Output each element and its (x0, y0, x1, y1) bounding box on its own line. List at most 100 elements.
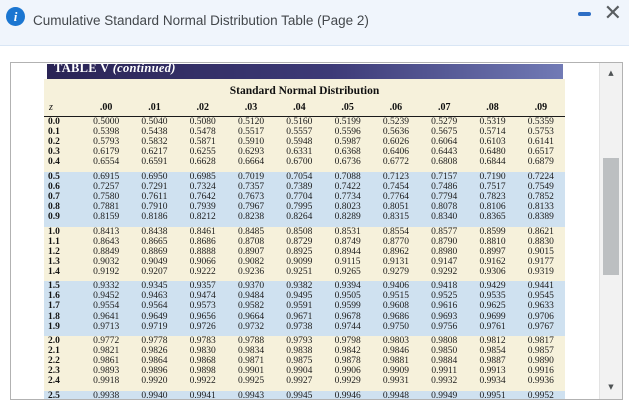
probability-cell: 0.9756 (431, 321, 458, 332)
column-header: .08 (468, 100, 517, 117)
probability-cell: 0.6179 (93, 147, 120, 158)
close-button[interactable]: ✕ (603, 1, 622, 26)
probability-cell: 0.8686 (189, 236, 216, 247)
probability-cell: 0.7642 (189, 191, 216, 202)
probability-cell: 0.5160 (286, 117, 313, 127)
probability-cell: 0.8238 (237, 212, 265, 223)
probability-cell: 0.8925 (286, 246, 313, 257)
table-panel: TABLE V (continued) Standard Normal Dist… (10, 62, 623, 400)
probability-cell: 0.8106 (479, 202, 506, 213)
probability-cell: 0.9808 (431, 336, 458, 347)
probability-cell: 0.6331 (286, 147, 313, 158)
probability-cell: 0.7764 (382, 191, 409, 202)
probability-cell: 0.9846 (382, 346, 409, 357)
probability-cell: 0.9616 (431, 301, 458, 312)
probability-cell: 0.7257 (93, 181, 120, 192)
probability-cell: 0.9015 (527, 246, 554, 257)
probability-cell: 0.6103 (479, 137, 506, 148)
probability-cell: 0.5675 (431, 127, 458, 138)
z-value-cell: 2.4 (48, 376, 60, 387)
probability-cell: 0.6255 (189, 147, 216, 158)
table-area: TABLE V (continued) Standard Normal Dist… (44, 64, 565, 400)
probability-cell: 0.9945 (286, 390, 313, 400)
probability-cell: 0.9913 (479, 366, 506, 377)
probability-cell: 0.9207 (141, 266, 168, 277)
probability-cell: 0.9744 (334, 321, 361, 332)
probability-cell: 0.7881 (93, 202, 120, 213)
probability-cell: 0.9505 (334, 291, 361, 302)
probability-cell: 0.8962 (382, 246, 409, 257)
probability-cell: 0.8554 (382, 226, 409, 237)
table-row: 1.5 0.9332 0.9345 0.9357 0.9370 0.9382 0.9394 0… (44, 281, 565, 292)
probability-cell: 0.9406 (382, 281, 409, 292)
probability-cell: 0.9292 (431, 266, 458, 277)
probability-cell: 0.5832 (141, 137, 168, 148)
probability-cell: 0.9418 (431, 281, 458, 292)
z-value-cell: 1.3 (48, 256, 60, 267)
dialog-titlebar: i Cumulative Standard Normal Distributio… (0, 0, 629, 46)
scrollbar-thumb[interactable] (603, 158, 619, 275)
info-icon: i (6, 7, 25, 26)
table-row: 2.2 0.9861 0.9864 0.9868 0.9871 0.9875 0.9878 0… (44, 356, 565, 366)
probability-cell: 0.6554 (93, 157, 120, 168)
probability-cell: 0.9793 (286, 336, 313, 347)
probability-cell: 0.9564 (141, 301, 168, 312)
probability-cell: 0.9049 (141, 256, 168, 267)
probability-cell: 0.6915 (93, 171, 120, 182)
probability-cell: 0.9115 (334, 256, 361, 267)
probability-cell: 0.9803 (382, 336, 409, 347)
probability-cell: 0.7486 (431, 181, 458, 192)
probability-cell: 0.9750 (382, 321, 409, 332)
probability-cell: 0.9868 (189, 356, 216, 367)
probability-cell: 0.7357 (237, 181, 265, 192)
probability-cell: 0.9948 (382, 390, 409, 400)
column-header: .07 (420, 100, 469, 117)
minimize-button[interactable] (578, 12, 591, 16)
probability-cell: 0.9177 (527, 256, 554, 267)
probability-cell: 0.9951 (479, 390, 506, 400)
probability-cell: 0.9934 (479, 376, 506, 387)
table-row: 2.5 0.9938 0.9940 0.9941 0.9943 0.9945 0.9946 0… (44, 390, 565, 400)
column-header: .05 (323, 100, 372, 117)
scroll-down-icon[interactable]: ▼ (608, 383, 614, 391)
probability-cell: 0.9319 (527, 266, 554, 277)
probability-cell: 0.8729 (286, 236, 313, 247)
column-header: .03 (226, 100, 276, 117)
probability-cell: 0.5793 (93, 137, 120, 148)
probability-cell: 0.5910 (237, 137, 265, 148)
probability-cell: 0.8508 (286, 226, 313, 237)
probability-cell: 0.8365 (479, 212, 506, 223)
probability-cell: 0.7123 (382, 171, 409, 182)
probability-cell: 0.8078 (431, 202, 458, 213)
probability-cell: 0.9192 (93, 266, 120, 277)
probability-cell: 0.9656 (189, 311, 216, 322)
table-row: 0.5 0.6915 0.6950 0.6985 0.7019 0.7054 0.7088 0… (44, 171, 565, 182)
probability-cell: 0.9884 (431, 356, 458, 367)
probability-cell: 0.7019 (237, 171, 265, 182)
z-value-cell: 0.6 (48, 181, 60, 192)
z-value-cell: 1.9 (48, 321, 60, 332)
column-header: .01 (130, 100, 179, 117)
probability-cell: 0.6664 (237, 157, 265, 168)
z-table-body: 0.0 0.5000 0.5040 0.5080 0.5120 0.5160 0.5199 0… (44, 117, 565, 400)
z-value-cell: 2.3 (48, 366, 60, 377)
table-row: 1.0 0.8413 0.8438 0.8461 0.8485 0.8508 0.8531 0… (44, 227, 565, 237)
probability-cell: 0.5398 (93, 127, 120, 138)
dialog-title: Cumulative Standard Normal Distribution … (33, 13, 369, 28)
probability-cell: 0.5948 (286, 137, 313, 148)
probability-cell: 0.9920 (141, 376, 168, 387)
probability-cell: 0.8485 (237, 226, 265, 237)
probability-cell: 0.9946 (334, 390, 361, 400)
probability-cell: 0.6217 (141, 147, 168, 158)
z-value-cell: 1.6 (48, 291, 60, 302)
table-banner-continued: (continued) (112, 64, 176, 75)
probability-cell: 0.9332 (93, 281, 120, 292)
standard-normal-table: z .00.01.02.03.04.05.06.07.08.09 0.0 0.500… (44, 100, 565, 400)
probability-cell: 0.9938 (93, 390, 120, 400)
probability-cell: 0.7967 (237, 202, 265, 213)
probability-cell: 0.9699 (479, 311, 506, 322)
table-row: 1.6 0.9452 0.9463 0.9474 0.9484 0.9495 0.9505 0… (44, 291, 565, 302)
probability-cell: 0.6879 (527, 157, 554, 168)
vertical-scrollbar[interactable]: ▲ ▼ (599, 63, 622, 399)
scroll-up-icon[interactable]: ▲ (608, 69, 614, 77)
